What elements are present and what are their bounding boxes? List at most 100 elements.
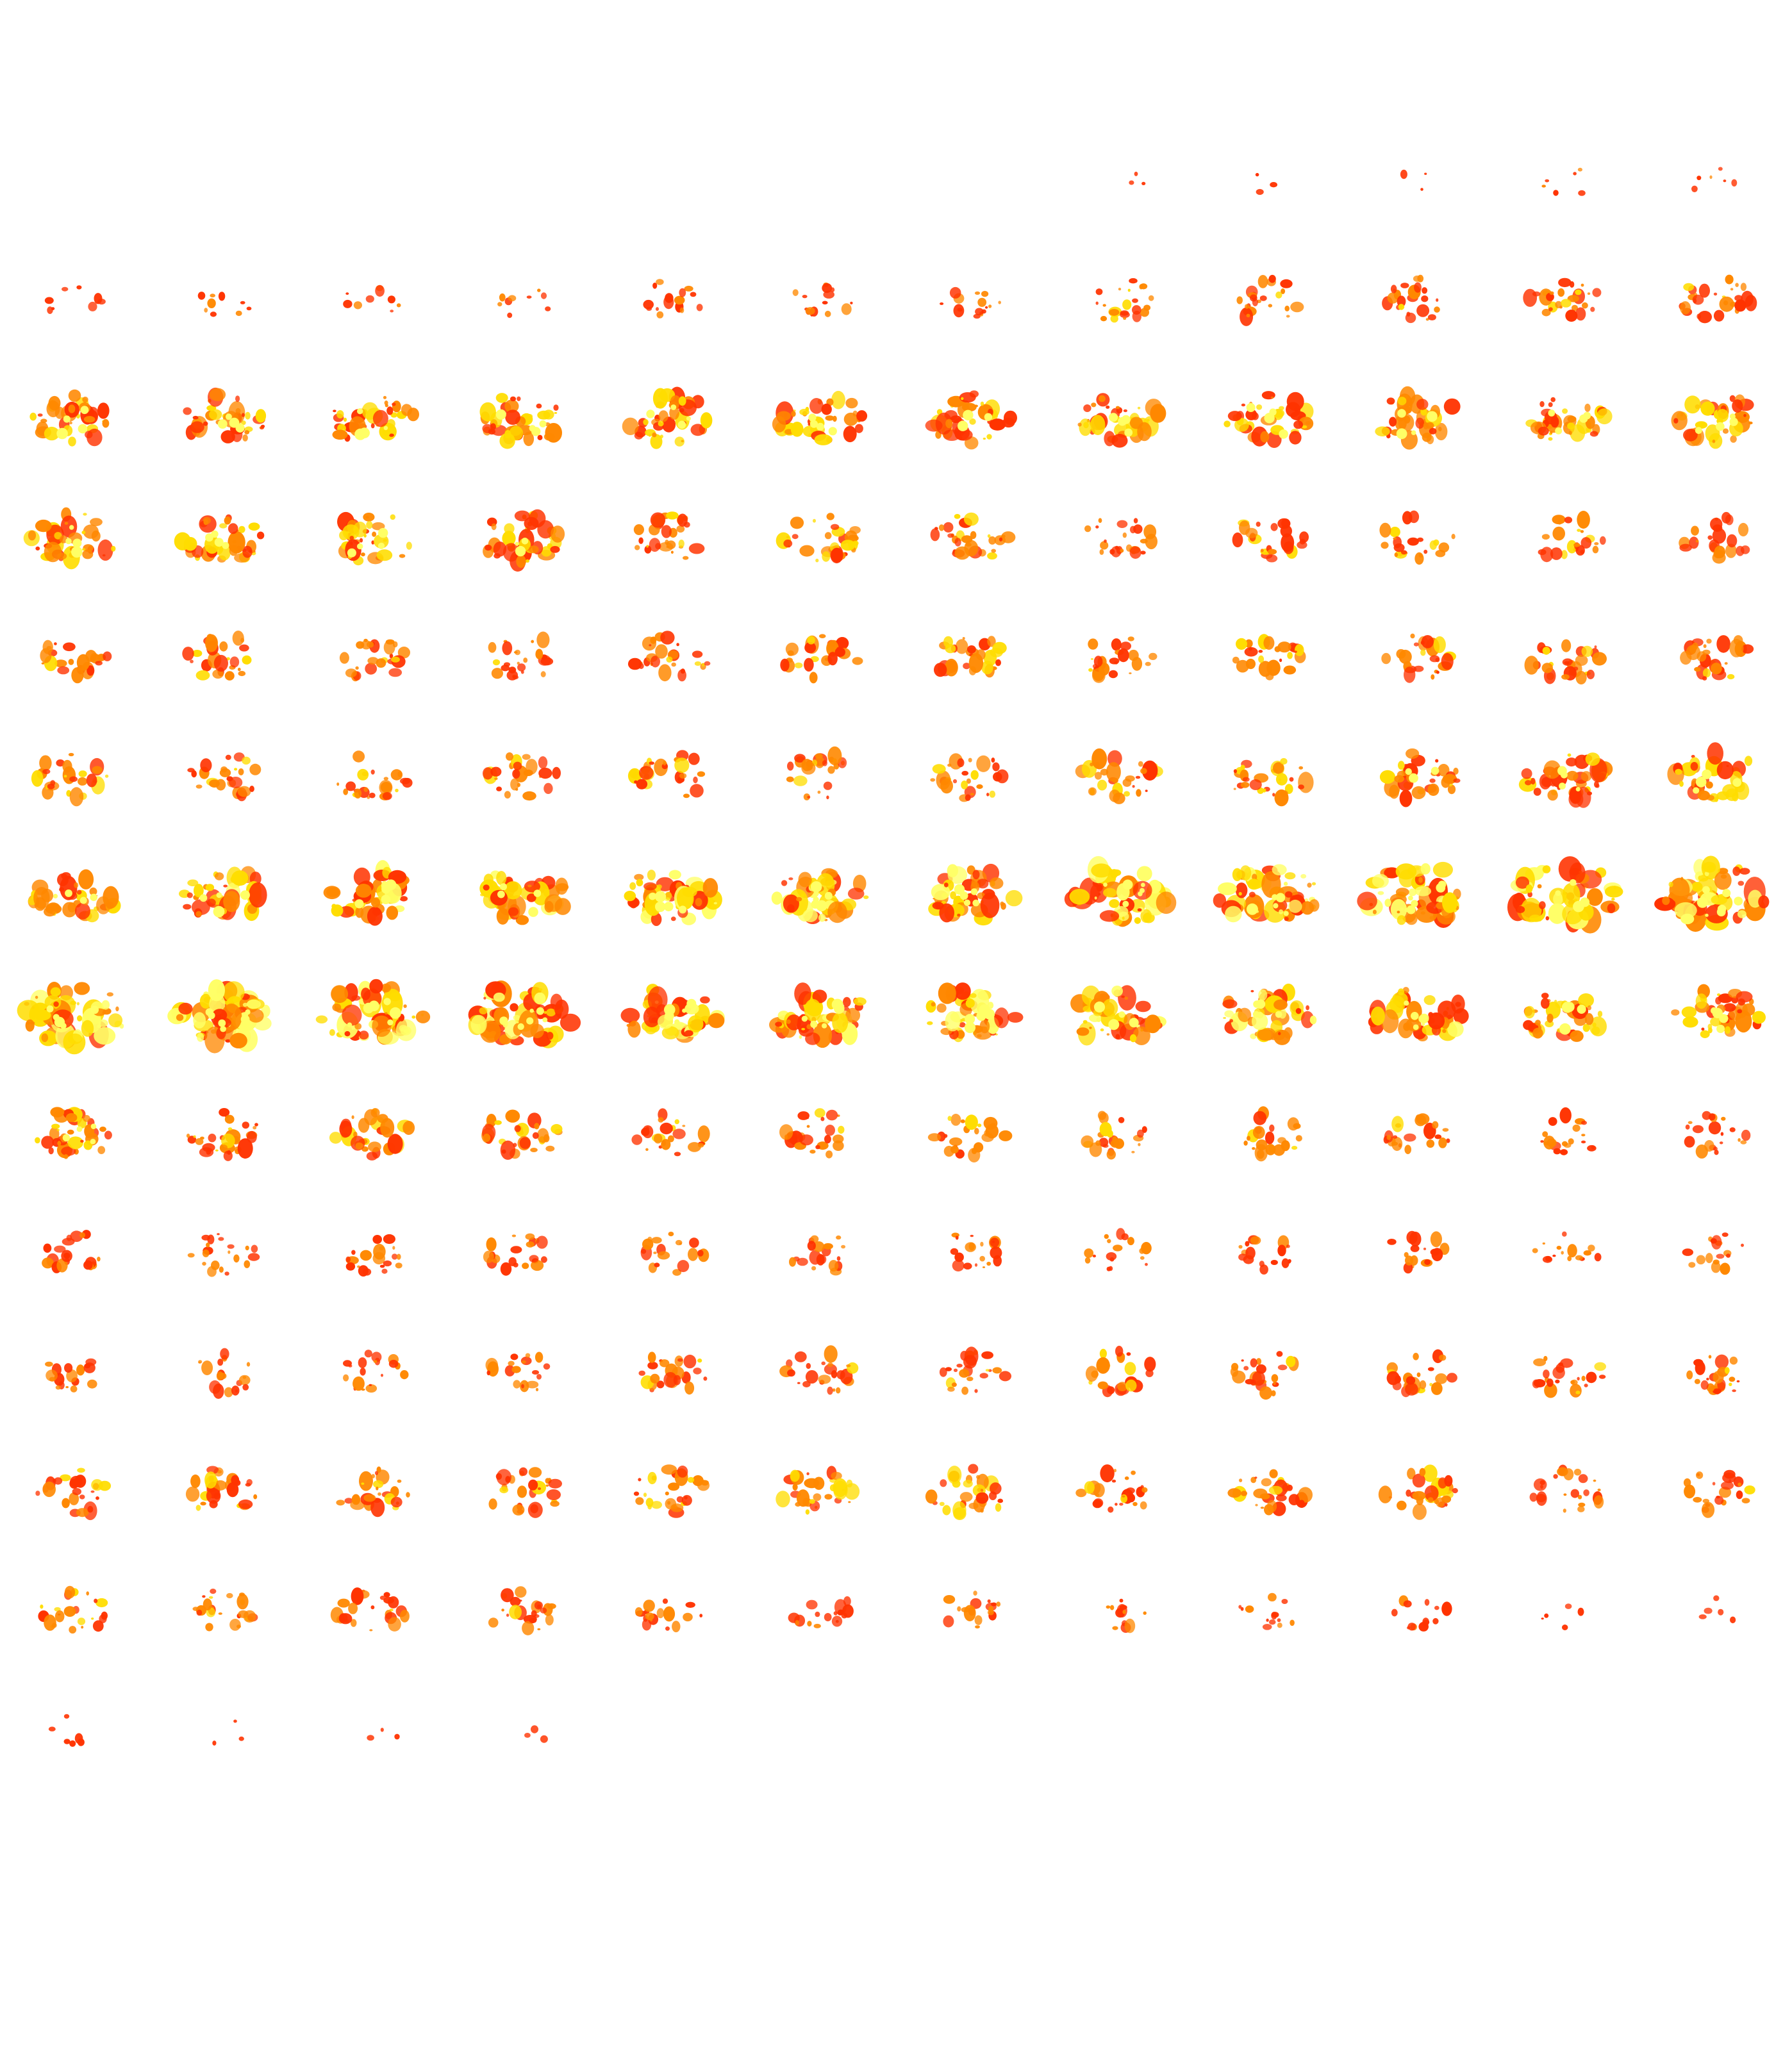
brain-slice-tile xyxy=(483,752,561,801)
activation-blob xyxy=(76,1508,89,1517)
activation-blob xyxy=(650,1373,660,1384)
activation-blob xyxy=(947,533,954,538)
brain-slice-tile xyxy=(1095,278,1154,323)
activation-blob xyxy=(1741,1129,1751,1141)
activation-blob xyxy=(1705,1253,1713,1264)
brain-slice-tile xyxy=(1529,1464,1604,1513)
activation-blob xyxy=(821,1361,825,1366)
activation-blob xyxy=(1375,426,1390,436)
activation-blob xyxy=(1729,1356,1738,1365)
activation-blob xyxy=(183,904,192,910)
activation-blob xyxy=(811,1266,817,1271)
activation-blob xyxy=(649,538,661,552)
activation-blob xyxy=(793,775,808,786)
activation-peak xyxy=(381,895,391,904)
brain-slice-tile xyxy=(928,863,1023,926)
activation-blob xyxy=(1693,1496,1702,1503)
activation-blob xyxy=(1284,305,1290,311)
activation-blob xyxy=(1387,1239,1397,1245)
activation-blob xyxy=(527,1501,543,1518)
activation-blob xyxy=(249,786,254,792)
brain-slice-tile xyxy=(488,1586,556,1635)
activation-blob xyxy=(94,1027,116,1045)
activation-blob xyxy=(699,1614,703,1617)
activation-blob xyxy=(1404,764,1408,767)
activation-blob xyxy=(56,759,65,767)
activation-blob xyxy=(470,1014,487,1034)
activation-blob xyxy=(806,1600,818,1610)
activation-blob xyxy=(786,1019,791,1024)
activation-blob xyxy=(1692,1125,1704,1134)
activation-blob xyxy=(961,1386,968,1395)
activation-blob xyxy=(239,644,249,652)
activation-blob xyxy=(1707,742,1723,765)
activation-blob xyxy=(388,668,402,677)
activation-blob xyxy=(1140,1501,1147,1510)
activation-blob xyxy=(491,523,497,531)
activation-blob xyxy=(49,1127,60,1141)
activation-blob xyxy=(1265,1131,1275,1145)
activation-blob xyxy=(1291,1146,1298,1150)
activation-blob xyxy=(713,902,717,905)
activation-blob xyxy=(1573,1468,1582,1476)
activation-blob xyxy=(697,1125,710,1143)
activation-blob xyxy=(61,872,71,880)
activation-blob xyxy=(1084,1257,1091,1264)
activation-blob xyxy=(223,891,240,913)
activation-blob xyxy=(789,1130,803,1146)
activation-peak xyxy=(1702,886,1710,894)
activation-blob xyxy=(1223,1017,1226,1019)
activation-blob xyxy=(1287,652,1293,659)
activation-blob xyxy=(658,1117,664,1123)
activation-blob xyxy=(1525,884,1533,893)
brain-slice-tile xyxy=(1523,993,1607,1042)
activation-blob xyxy=(1268,549,1277,555)
activation-blob xyxy=(1435,657,1440,663)
activation-blob xyxy=(1582,302,1588,309)
brain-slice-tile xyxy=(631,1108,710,1157)
activation-blob xyxy=(1268,1619,1276,1625)
activation-blob xyxy=(83,1140,93,1150)
activation-blob xyxy=(244,1260,251,1268)
activation-blob xyxy=(1587,1005,1591,1011)
activation-blob xyxy=(253,1494,258,1500)
brain-slice-tile xyxy=(330,1587,410,1632)
activation-blob xyxy=(807,1621,812,1627)
activation-blob xyxy=(545,1484,549,1487)
activation-blob xyxy=(1720,1262,1730,1275)
activation-blob xyxy=(650,434,663,449)
activation-blob xyxy=(1714,1150,1719,1155)
activation-blob xyxy=(1144,1357,1156,1372)
activation-blob xyxy=(974,291,981,295)
activation-blob xyxy=(1541,534,1550,540)
activation-blob xyxy=(670,916,676,922)
activation-blob xyxy=(1135,775,1141,779)
activation-blob xyxy=(661,1139,671,1150)
activation-blob xyxy=(1406,913,1418,925)
activation-blob xyxy=(1711,663,1722,675)
activation-blob xyxy=(813,1493,822,1501)
activation-blob xyxy=(509,1605,522,1619)
activation-blob xyxy=(246,1362,251,1367)
activation-blob xyxy=(1566,540,1577,554)
activation-blob xyxy=(940,1479,947,1487)
activation-blob xyxy=(1447,784,1456,795)
brain-slice-tile xyxy=(930,512,1016,560)
activation-peak xyxy=(1431,766,1439,775)
activation-blob xyxy=(485,1357,499,1373)
activation-blob xyxy=(1278,1032,1281,1036)
brain-slice-tile xyxy=(485,1352,551,1393)
activation-blob xyxy=(927,1021,933,1025)
activation-blob xyxy=(1069,889,1090,905)
activation-blob xyxy=(1548,1117,1557,1126)
activation-blob xyxy=(684,1381,695,1395)
activation-blob xyxy=(365,663,377,675)
activation-blob xyxy=(1709,175,1713,179)
activation-peak xyxy=(646,409,655,418)
activation-blob xyxy=(237,1138,253,1159)
activation-peak xyxy=(214,538,224,547)
activation-blob xyxy=(76,285,82,290)
activation-blob xyxy=(78,770,87,777)
activation-blob xyxy=(843,412,858,426)
activation-peak xyxy=(954,884,965,895)
